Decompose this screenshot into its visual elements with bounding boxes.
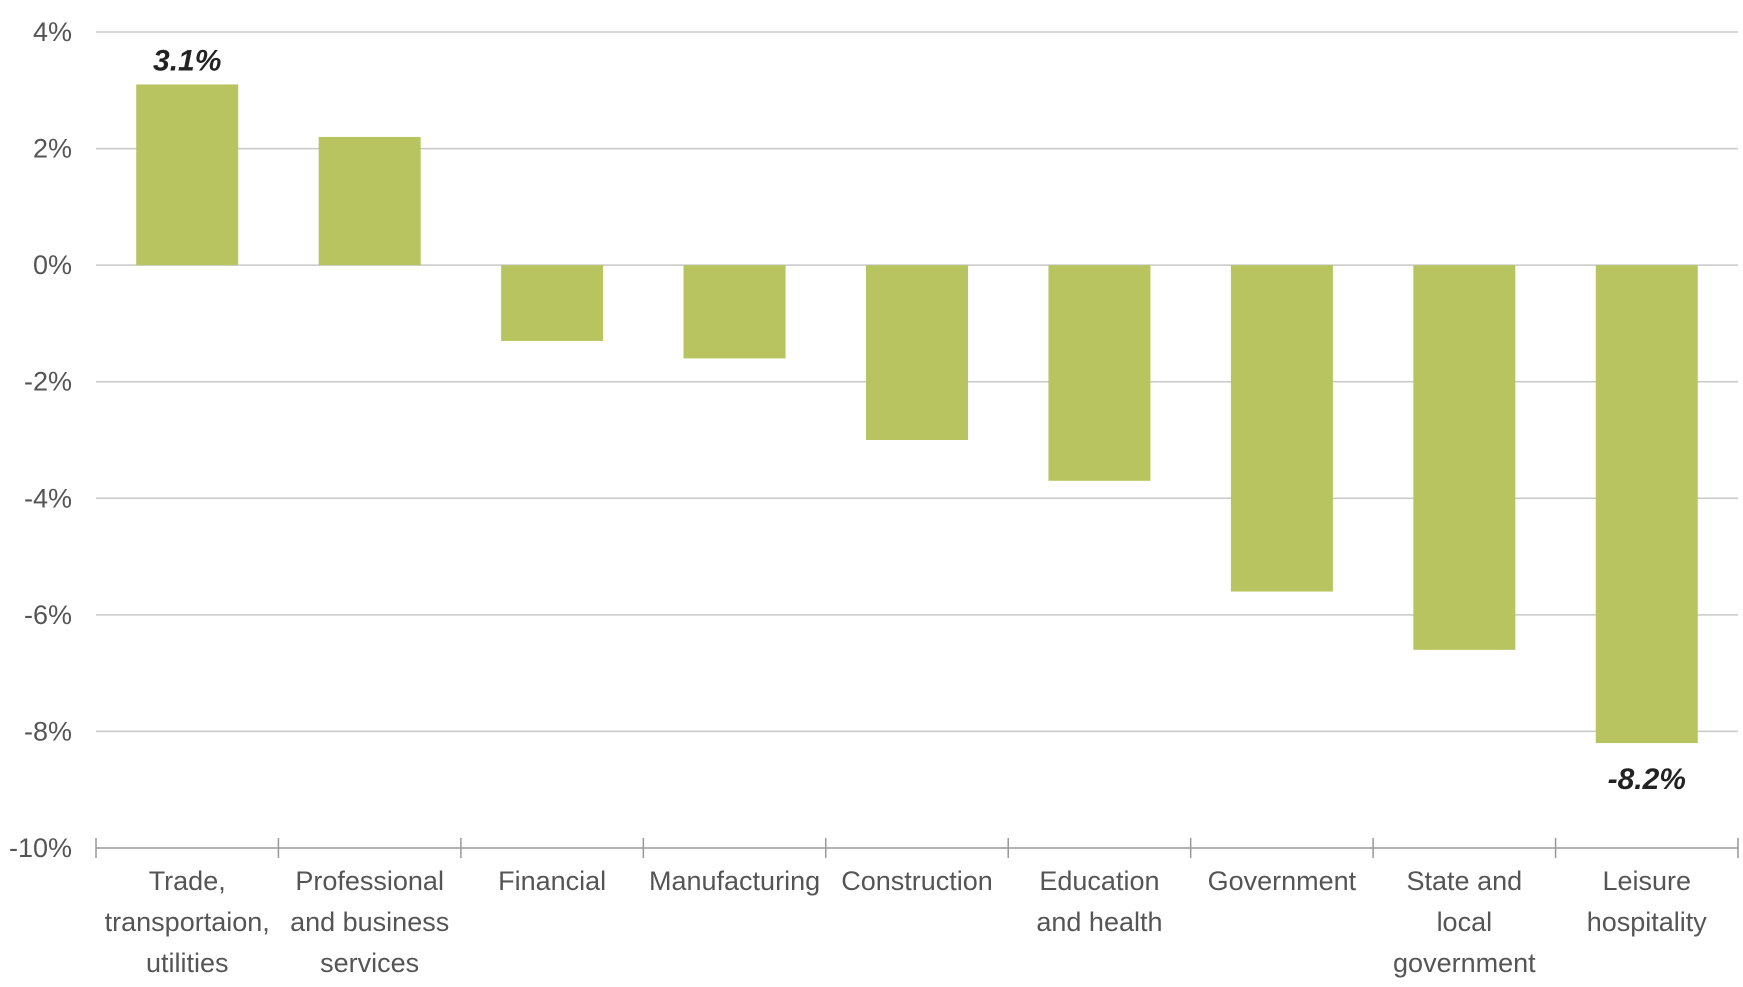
category-label: Manufacturing <box>649 866 820 896</box>
y-tick-label: 0% <box>33 250 72 280</box>
y-tick-label: -4% <box>24 483 72 513</box>
bar <box>501 265 604 341</box>
bar <box>866 265 968 440</box>
category-label: Trade, transportaion, utilities <box>105 866 270 978</box>
category-label: Leisure hospitality <box>1587 866 1708 937</box>
y-tick-label: -2% <box>24 367 72 397</box>
y-tick-label: 4% <box>33 17 72 47</box>
bar <box>1048 265 1151 481</box>
data-label: -8.2% <box>1608 763 1686 796</box>
category-label: Financial <box>498 866 606 896</box>
x-axis <box>95 838 1739 858</box>
bar <box>683 265 786 359</box>
category-label: Construction <box>841 866 993 896</box>
y-tick-label: -10% <box>9 833 72 863</box>
bar <box>1595 265 1698 744</box>
data-label: 3.1% <box>153 44 221 77</box>
bars <box>136 84 1698 744</box>
data-labels: 3.1% -8.2% <box>153 44 1686 796</box>
y-tick-label: 2% <box>33 134 72 164</box>
category-label: Professional and business services <box>290 866 449 978</box>
category-label: State and local government <box>1393 866 1536 978</box>
category-label: Education and health <box>1036 866 1162 937</box>
bar <box>1230 265 1333 592</box>
bar <box>1413 265 1516 650</box>
y-axis-ticks: 4% 2% 0% -2% -4% -6% -8% -10% <box>9 17 72 863</box>
y-tick-label: -6% <box>24 600 72 630</box>
y-tick-label: -8% <box>24 716 72 746</box>
category-labels: Trade, transportaion, utilitiesProfessiona… <box>105 866 1708 978</box>
bar <box>136 84 239 266</box>
bar <box>318 136 421 266</box>
category-label: Government <box>1208 866 1357 896</box>
